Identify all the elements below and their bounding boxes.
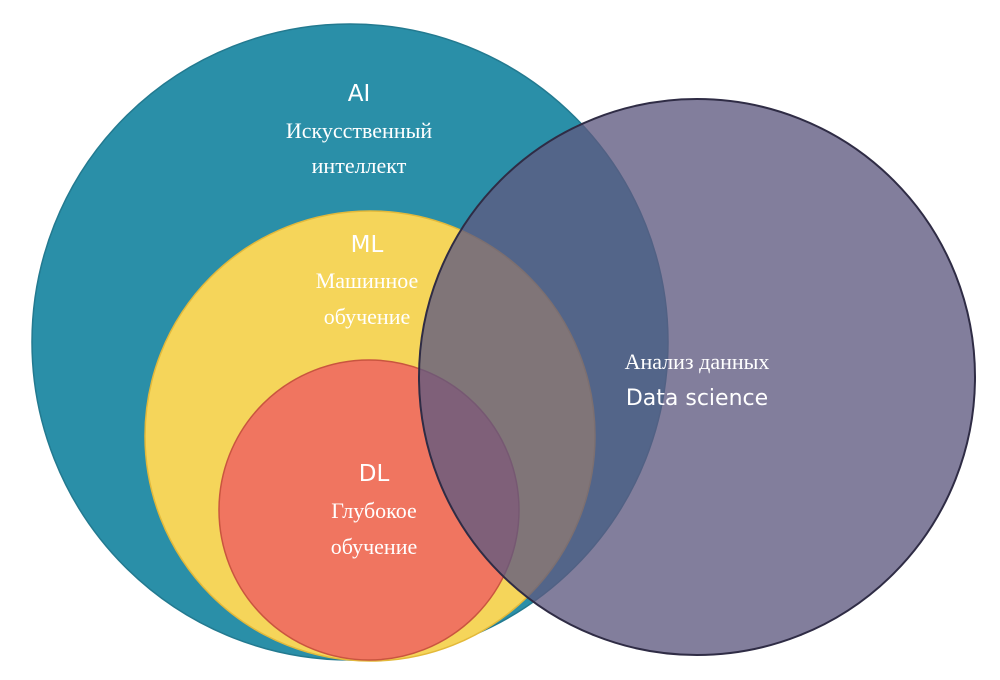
ai-abbr: AI (348, 81, 371, 107)
ai-label-line1: Искусственный (286, 118, 433, 143)
ml-abbr: ML (351, 232, 384, 258)
ds-circle (418, 98, 976, 656)
ds-label-ru: Анализ данных (625, 349, 770, 374)
dl-abbr: DL (359, 461, 390, 487)
dl-label-line1: Глубокое (331, 498, 417, 523)
ml-label-line2: обучение (324, 304, 411, 329)
ai-label-line2: интеллект (312, 153, 407, 178)
ds-label-en: Data science (626, 386, 768, 411)
dl-label-line2: обучение (331, 534, 418, 559)
ml-label-line1: Машинное (316, 268, 419, 293)
